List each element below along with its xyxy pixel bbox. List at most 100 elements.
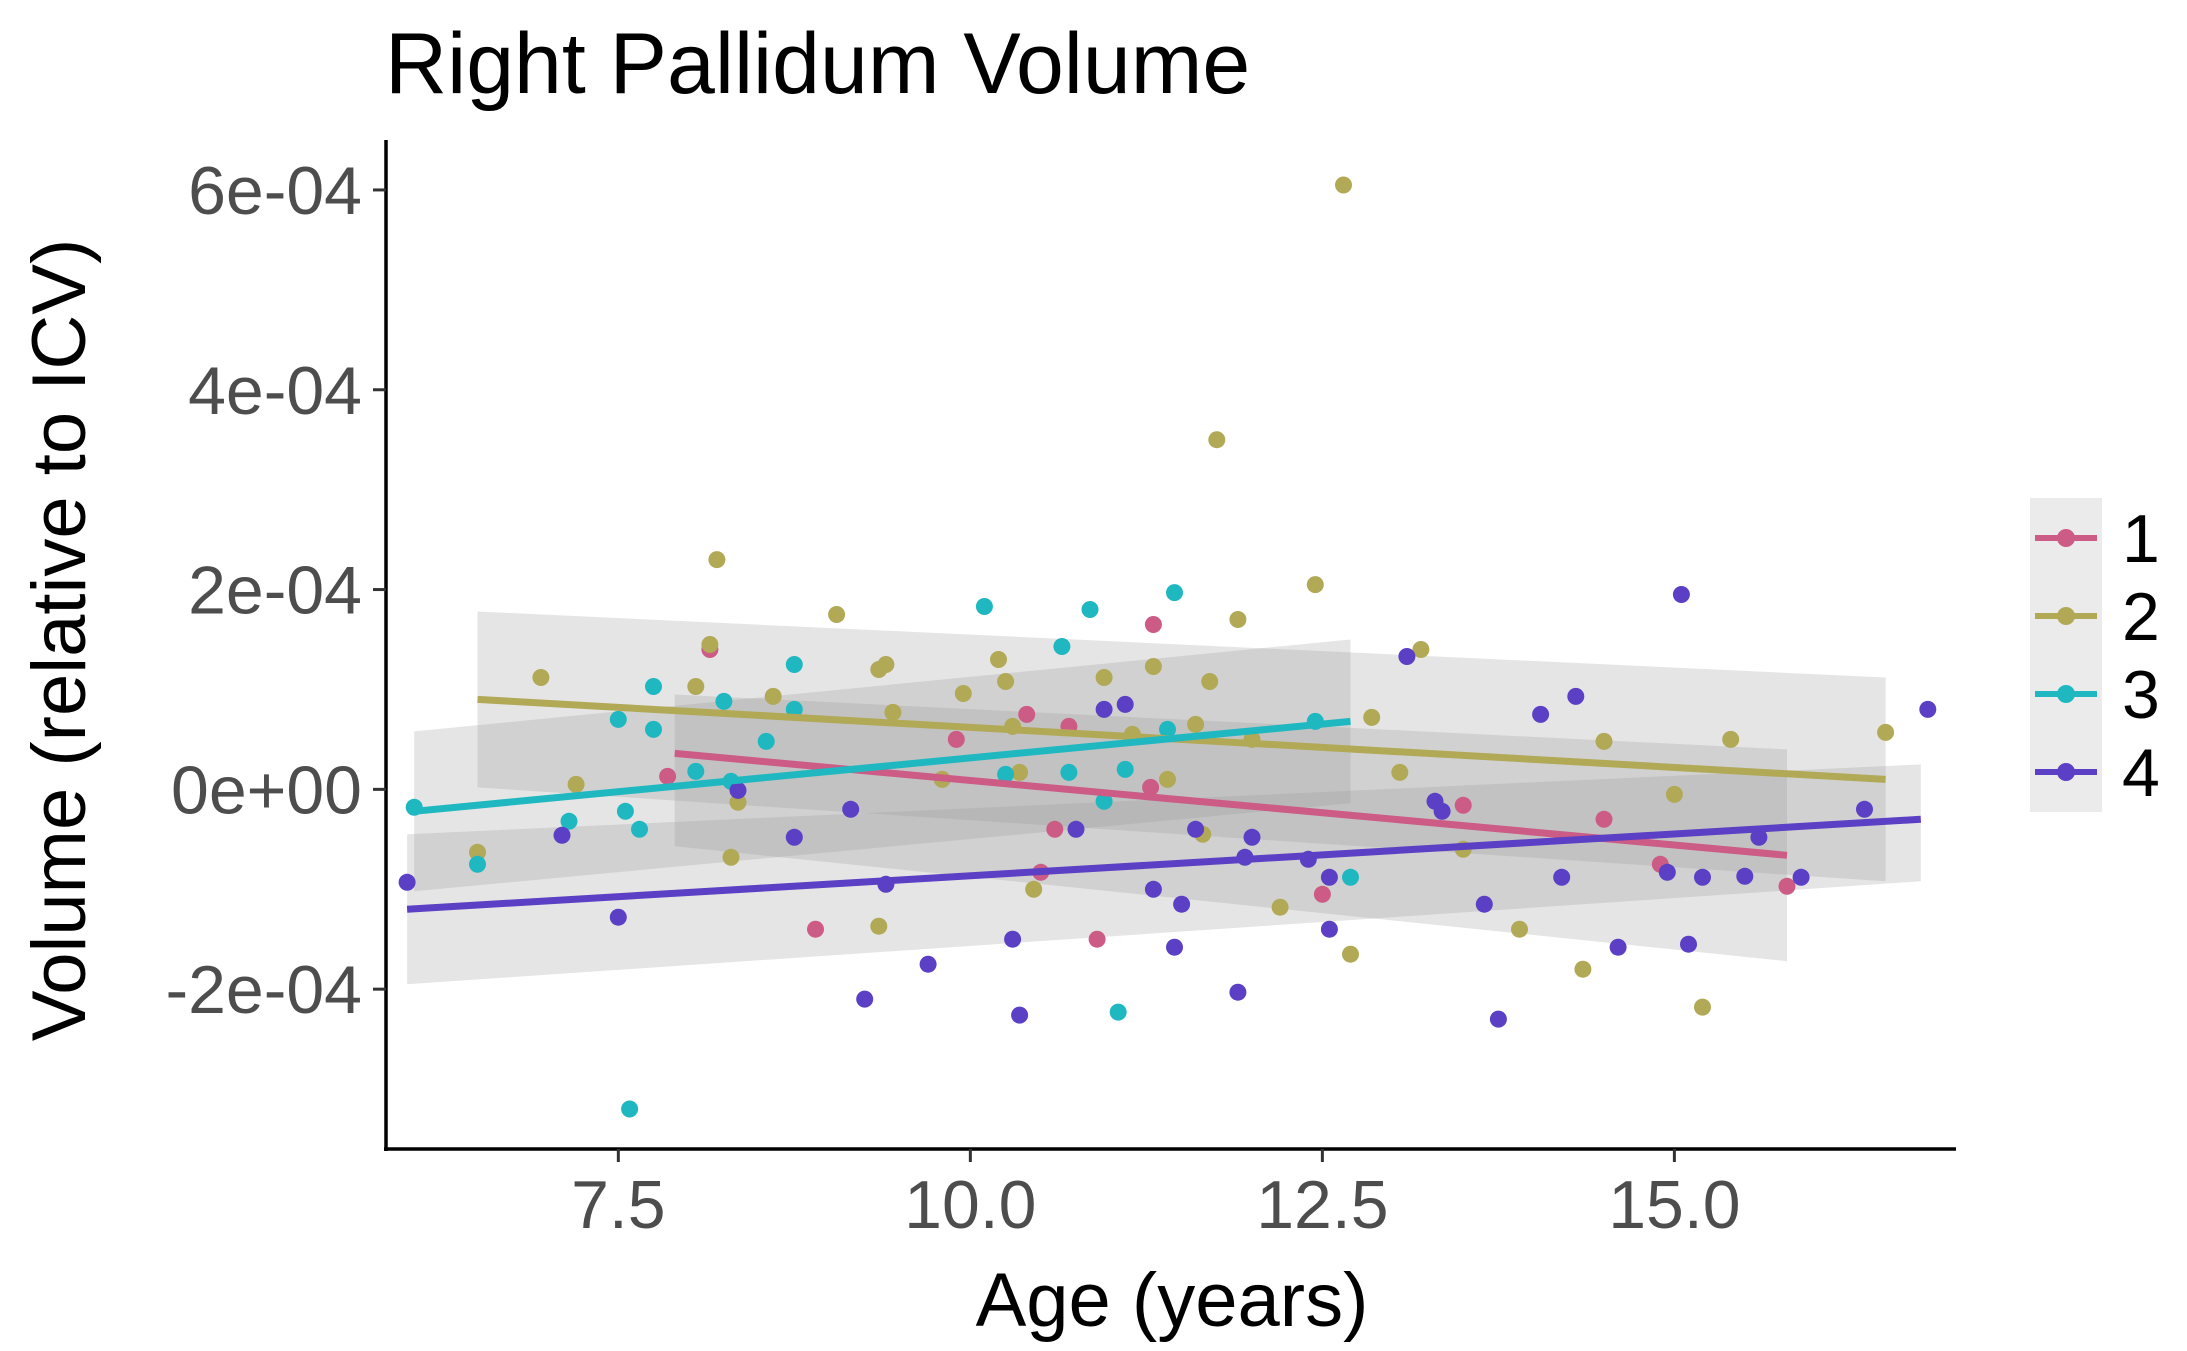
data-point-series-3 bbox=[631, 820, 648, 838]
data-point-series-2 bbox=[1412, 641, 1430, 658]
data-point-series-4 bbox=[1475, 895, 1493, 913]
data-point-series-4 bbox=[1658, 863, 1676, 881]
x-axis-title: Age (years) bbox=[976, 1258, 1369, 1343]
data-point-series-4 bbox=[553, 826, 571, 844]
x-tick-label: 10.0 bbox=[904, 1167, 1036, 1243]
data-point-series-4 bbox=[919, 955, 937, 973]
data-point-series-3 bbox=[757, 732, 775, 750]
data-point-series-2 bbox=[1306, 576, 1324, 594]
data-point-series-4 bbox=[1553, 868, 1571, 886]
data-point-series-1 bbox=[807, 920, 824, 938]
data-point-series-3 bbox=[687, 762, 705, 780]
data-point-series-2 bbox=[701, 636, 719, 653]
data-point-series-4 bbox=[1320, 920, 1338, 938]
data-point-series-1 bbox=[1046, 820, 1064, 838]
data-point-series-2 bbox=[567, 775, 585, 793]
data-point-series-2 bbox=[1877, 723, 1895, 741]
data-point-series-2 bbox=[1159, 770, 1176, 788]
data-point-series-2 bbox=[708, 551, 726, 569]
data-point-series-4 bbox=[1173, 895, 1191, 913]
x-tick-label: 15.0 bbox=[1608, 1167, 1740, 1243]
data-point-series-2 bbox=[722, 848, 740, 866]
data-point-series-4 bbox=[609, 908, 627, 926]
data-point-series-4 bbox=[1243, 828, 1261, 846]
data-point-series-3 bbox=[1342, 868, 1359, 886]
data-point-series-3 bbox=[715, 692, 733, 710]
data-point-series-2 bbox=[1025, 880, 1043, 898]
data-point-series-2 bbox=[1208, 431, 1226, 449]
data-point-series-2 bbox=[532, 669, 550, 686]
data-point-series-2 bbox=[870, 917, 888, 935]
data-point-series-3 bbox=[1060, 763, 1078, 781]
data-point-series-2 bbox=[990, 651, 1007, 668]
data-point-series-4 bbox=[1229, 983, 1247, 1001]
data-point-series-2 bbox=[1665, 785, 1683, 803]
data-point-series-3 bbox=[1095, 792, 1113, 810]
data-point-series-3 bbox=[469, 855, 486, 873]
data-point-series-3 bbox=[616, 802, 634, 820]
data-point-series-1 bbox=[947, 730, 965, 748]
data-point-series-2 bbox=[884, 703, 902, 721]
data-point-series-4 bbox=[1609, 938, 1627, 956]
data-point-series-3 bbox=[1053, 638, 1071, 655]
ci-band-series-4 bbox=[407, 764, 1921, 985]
data-point-series-2 bbox=[1694, 998, 1711, 1016]
data-point-series-1 bbox=[1142, 778, 1160, 796]
legend-key-dot-4 bbox=[2057, 763, 2075, 781]
y-tick-label: 0e+00 bbox=[171, 752, 362, 828]
legend-label-4: 4 bbox=[2122, 735, 2160, 811]
data-point-series-1 bbox=[1313, 885, 1331, 903]
data-point-series-4 bbox=[1750, 828, 1768, 846]
data-point-series-4 bbox=[1680, 935, 1697, 953]
data-point-series-4 bbox=[1792, 868, 1810, 886]
axes bbox=[384, 140, 1956, 1151]
data-point-series-3 bbox=[785, 656, 803, 673]
data-point-series-2 bbox=[1363, 708, 1381, 726]
data-point-series-2 bbox=[1095, 669, 1113, 686]
data-point-series-2 bbox=[1187, 715, 1205, 733]
fit-line-series-4 bbox=[406, 815, 1922, 913]
data-point-series-3 bbox=[1081, 601, 1099, 618]
data-point-series-3 bbox=[621, 1100, 639, 1118]
fit-line-series-3 bbox=[413, 717, 1351, 815]
data-point-series-3 bbox=[997, 765, 1015, 783]
legend-key-background bbox=[2030, 498, 2102, 812]
data-point-series-1 bbox=[1088, 930, 1106, 948]
y-tick-label: -2e-04 bbox=[165, 952, 362, 1028]
data-point-series-3 bbox=[1109, 1003, 1127, 1021]
data-point-series-1 bbox=[659, 767, 677, 785]
data-point-series-4 bbox=[785, 828, 803, 846]
data-point-series-4 bbox=[1919, 700, 1937, 718]
y-tick-label: 2e-04 bbox=[188, 553, 362, 629]
x-tick-label: 7.5 bbox=[571, 1167, 666, 1243]
data-point-series-2 bbox=[1574, 960, 1592, 978]
x-ticks: 7.5 10.0 12.5 15.0 bbox=[571, 1149, 1741, 1243]
data-point-series-2 bbox=[1201, 673, 1219, 690]
data-point-series-4 bbox=[1320, 868, 1338, 886]
data-point-series-4 bbox=[1532, 705, 1550, 723]
data-point-series-3 bbox=[609, 710, 627, 728]
data-point-series-2 bbox=[764, 687, 782, 705]
data-point-series-2 bbox=[997, 673, 1015, 690]
data-point-series-4 bbox=[729, 781, 747, 799]
data-point-series-2 bbox=[1144, 658, 1162, 675]
data-point-series-3 bbox=[645, 678, 662, 695]
data-point-series-4 bbox=[1116, 695, 1134, 713]
y-axis-title: Volume (relative to ICV) bbox=[17, 239, 102, 1042]
data-point-series-2 bbox=[1722, 730, 1740, 748]
data-point-series-3 bbox=[785, 700, 803, 718]
data-point-series-2 bbox=[1271, 898, 1289, 916]
data-point-series-2 bbox=[1229, 611, 1247, 628]
data-point-series-2 bbox=[877, 656, 895, 673]
legend-label-2: 2 bbox=[2122, 579, 2160, 655]
legend-label-3: 3 bbox=[2122, 657, 2160, 733]
data-point-series-2 bbox=[469, 843, 486, 861]
y-ticks: -2e-04 0e+00 2e-04 4e-04 6e-04 bbox=[165, 153, 386, 1028]
y-tick-label: 4e-04 bbox=[188, 353, 362, 429]
data-point-series-4 bbox=[1736, 867, 1754, 885]
legend-key-dot-3 bbox=[2057, 685, 2075, 703]
data-point-series-2 bbox=[1342, 945, 1359, 963]
data-point-series-2 bbox=[687, 678, 705, 695]
